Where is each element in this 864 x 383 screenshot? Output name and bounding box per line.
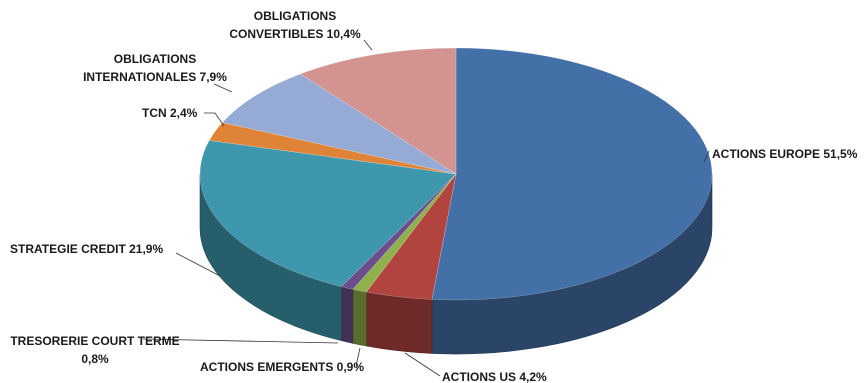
slice-label-actions-europe: ACTIONS EUROPE 51,5% [712, 147, 858, 161]
leader-line-6 [213, 83, 233, 93]
leader-lines [142, 39, 710, 377]
pie-slice-1 [365, 173, 457, 300]
pie-slice-2 [352, 173, 457, 293]
leader-line-7 [363, 39, 373, 51]
slice-label-obligations-internationales: OBLIGATIONS INTERNATIONALES 7,9% [83, 52, 227, 84]
slice-label-actions-emergents: ACTIONS EMERGENTS 0,9% [200, 360, 364, 374]
slice-label-actions-us: ACTIONS US 4,2% [442, 370, 547, 383]
pie-side-2 [352, 288, 367, 347]
leader-line-4 [175, 252, 221, 277]
pie-slice-5 [208, 122, 457, 175]
pie-side-3 [340, 286, 354, 344]
pie-slice-0 [431, 47, 713, 301]
slice-label-strategie-credit: STRATEGIE CREDIT 21,9% [10, 242, 163, 256]
pie-slice-3 [340, 173, 457, 290]
slice-label-obligations-convertibles: OBLIGATIONS CONVERTIBLES 10,4% [229, 9, 361, 41]
pie-slice-4 [199, 140, 457, 287]
leader-line-1 [404, 352, 441, 377]
pie-top-layer [199, 47, 713, 301]
leader-line-0 [703, 150, 710, 163]
slice-label-tcn: TCN 2,4% [142, 106, 198, 120]
pie-slice-7 [299, 47, 457, 175]
leader-line-3 [142, 338, 339, 344]
leader-line-5 [204, 112, 225, 127]
slice-label-tresorerie: TRESORERIE COURT TERME 0,8% [10, 334, 179, 366]
pie-side-1 [365, 291, 433, 354]
leader-line-2 [355, 347, 361, 367]
pie-slice-6 [221, 73, 457, 175]
